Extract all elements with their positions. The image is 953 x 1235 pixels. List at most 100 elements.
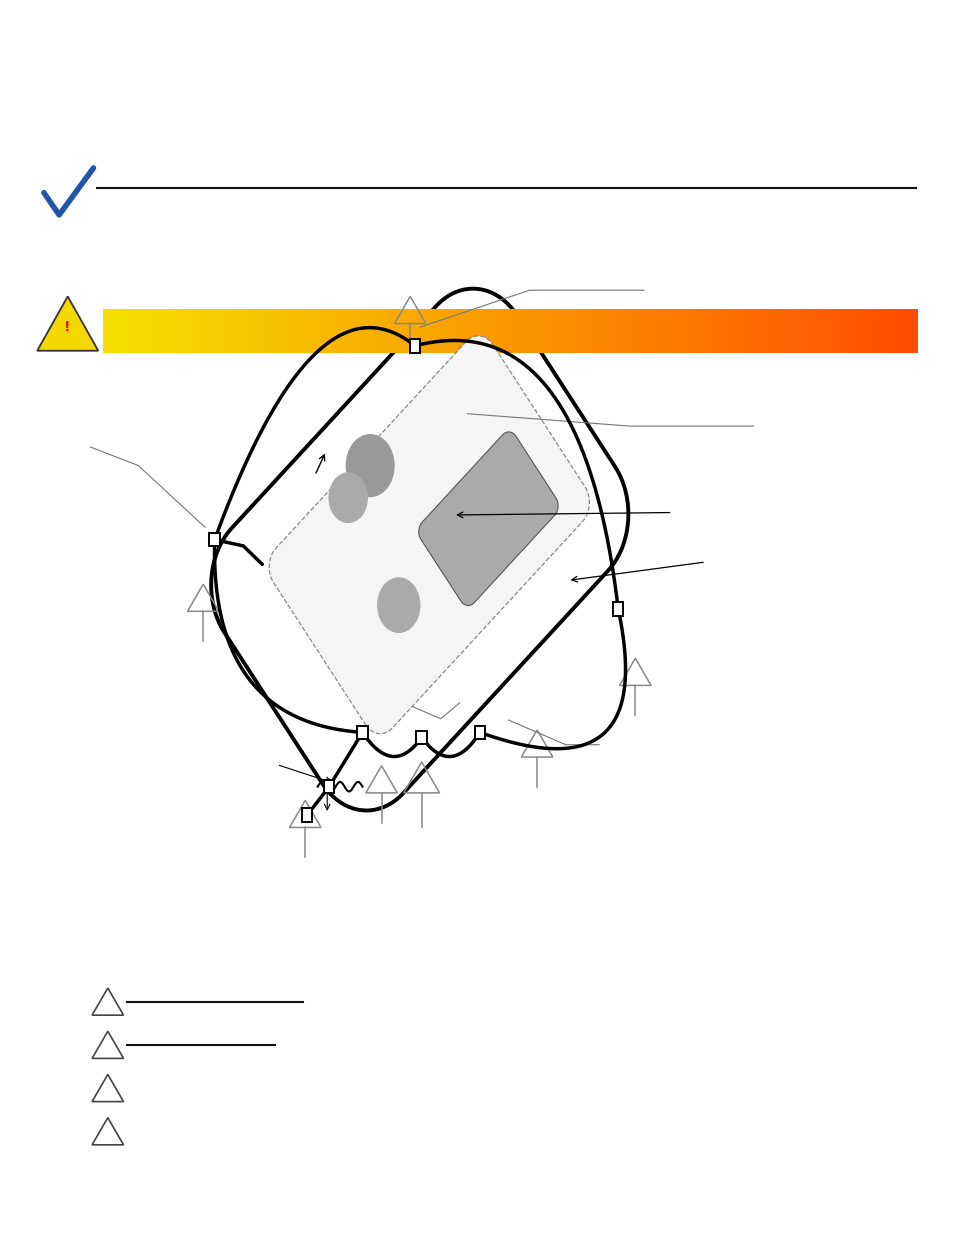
Bar bbox=[519, 309, 527, 353]
Bar bbox=[119, 309, 127, 353]
Bar bbox=[780, 309, 787, 353]
Bar bbox=[146, 309, 153, 353]
Bar bbox=[341, 309, 349, 353]
Bar bbox=[244, 309, 251, 353]
Bar bbox=[162, 309, 170, 353]
Bar bbox=[103, 309, 111, 353]
Bar bbox=[460, 309, 468, 353]
Bar bbox=[487, 309, 495, 353]
Bar bbox=[303, 309, 311, 353]
Bar bbox=[585, 309, 592, 353]
Bar bbox=[693, 309, 700, 353]
Bar bbox=[276, 309, 283, 353]
Bar bbox=[888, 309, 895, 353]
Bar bbox=[687, 309, 695, 353]
Bar bbox=[113, 309, 121, 353]
Bar bbox=[515, 309, 521, 353]
Bar bbox=[806, 309, 814, 353]
Bar bbox=[563, 309, 570, 353]
Bar bbox=[184, 309, 192, 353]
Bar bbox=[801, 309, 808, 353]
Bar bbox=[319, 309, 327, 353]
Bar bbox=[596, 309, 603, 353]
Bar bbox=[260, 309, 267, 353]
Bar bbox=[297, 309, 305, 353]
Bar bbox=[130, 309, 137, 353]
Bar bbox=[301, 808, 313, 823]
Bar bbox=[412, 309, 418, 353]
Bar bbox=[379, 309, 386, 353]
Bar bbox=[476, 309, 484, 353]
Bar bbox=[228, 309, 234, 353]
Bar bbox=[590, 309, 598, 353]
Bar bbox=[737, 309, 743, 353]
Bar bbox=[314, 309, 321, 353]
Bar bbox=[335, 309, 343, 353]
Bar bbox=[109, 309, 115, 353]
Bar bbox=[233, 309, 240, 353]
Bar bbox=[493, 309, 500, 353]
Bar bbox=[893, 309, 901, 353]
Bar bbox=[195, 309, 202, 353]
Circle shape bbox=[329, 473, 367, 522]
Bar bbox=[774, 309, 781, 353]
Bar bbox=[509, 309, 517, 353]
Bar bbox=[541, 309, 549, 353]
Bar bbox=[601, 309, 608, 353]
Bar bbox=[720, 309, 727, 353]
Bar bbox=[909, 309, 917, 353]
Bar bbox=[856, 309, 862, 353]
Bar bbox=[844, 309, 852, 353]
Bar bbox=[433, 309, 440, 353]
Bar bbox=[655, 309, 662, 353]
Bar bbox=[628, 309, 636, 353]
Bar bbox=[482, 309, 489, 353]
PathPatch shape bbox=[269, 336, 589, 734]
Circle shape bbox=[377, 578, 419, 632]
Bar bbox=[352, 309, 359, 353]
Bar bbox=[135, 309, 143, 353]
Bar bbox=[216, 309, 224, 353]
Bar bbox=[558, 309, 565, 353]
Bar bbox=[769, 309, 776, 353]
Bar bbox=[531, 309, 537, 353]
Bar bbox=[323, 781, 334, 793]
Bar bbox=[400, 309, 408, 353]
Bar bbox=[498, 309, 505, 353]
Text: !: ! bbox=[65, 320, 71, 335]
Bar bbox=[850, 309, 858, 353]
Bar bbox=[618, 309, 624, 353]
Bar bbox=[416, 309, 424, 353]
Bar bbox=[536, 309, 543, 353]
Bar bbox=[834, 309, 841, 353]
Bar bbox=[466, 309, 473, 353]
Bar bbox=[390, 309, 397, 353]
Bar bbox=[753, 309, 760, 353]
Bar bbox=[682, 309, 689, 353]
Bar bbox=[613, 601, 623, 615]
Polygon shape bbox=[37, 296, 98, 351]
Bar bbox=[579, 309, 587, 353]
Bar bbox=[758, 309, 765, 353]
Bar bbox=[471, 309, 478, 353]
Bar bbox=[671, 309, 679, 353]
Bar bbox=[293, 309, 299, 353]
Bar bbox=[152, 309, 159, 353]
Bar bbox=[703, 309, 711, 353]
Bar bbox=[222, 309, 230, 353]
Bar bbox=[790, 309, 798, 353]
Bar bbox=[747, 309, 755, 353]
Bar bbox=[347, 309, 354, 353]
Bar bbox=[882, 309, 890, 353]
Bar bbox=[904, 309, 911, 353]
Bar bbox=[866, 309, 874, 353]
Bar bbox=[374, 309, 381, 353]
Bar bbox=[406, 309, 414, 353]
Bar bbox=[818, 309, 824, 353]
Bar bbox=[574, 309, 581, 353]
Bar bbox=[249, 309, 256, 353]
Bar bbox=[644, 309, 652, 353]
Bar bbox=[368, 309, 375, 353]
Bar bbox=[200, 309, 208, 353]
Bar bbox=[731, 309, 739, 353]
